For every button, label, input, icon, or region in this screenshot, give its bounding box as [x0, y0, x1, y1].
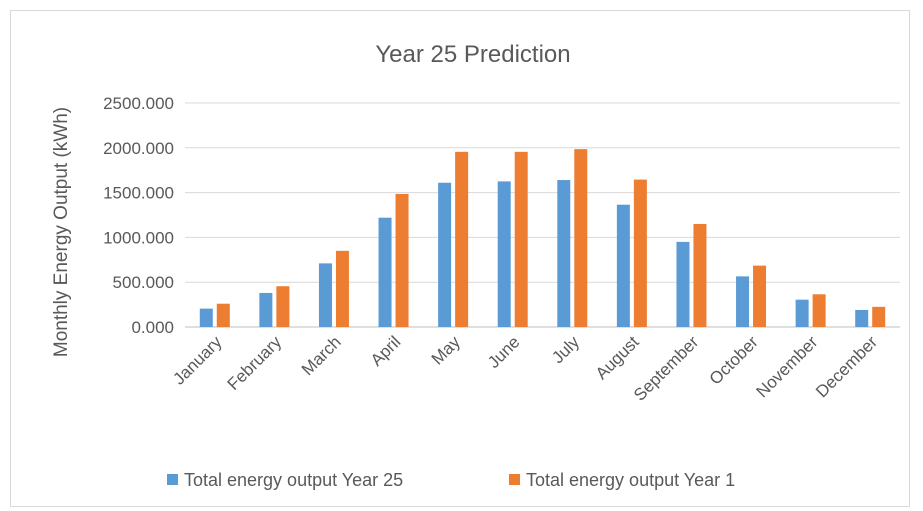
bars — [199, 149, 886, 327]
x-tick-label: March — [298, 332, 345, 379]
bar-june-series-1 — [497, 181, 511, 327]
y-tick-label: 1000.000 — [103, 228, 174, 247]
bar-july-series-2 — [574, 149, 588, 327]
x-tick-label: April — [367, 332, 404, 369]
bar-april-series-1 — [378, 217, 392, 327]
bar-april-series-2 — [395, 193, 409, 327]
legend: Total energy output Year 25 Total energy … — [167, 470, 735, 490]
bar-june-series-2 — [514, 151, 528, 327]
bar-august-series-2 — [633, 179, 647, 327]
bar-march-series-1 — [318, 263, 332, 327]
y-axis-ticks: 0.000 500.000 1000.000 1500.000 2000.000 2500… — [103, 94, 174, 337]
bar-february-series-1 — [259, 292, 273, 327]
x-tick-label: May — [428, 332, 464, 368]
bar-january-series-1 — [199, 308, 213, 327]
chart-title: Year 25 Prediction — [375, 41, 570, 68]
x-tick-label: August — [592, 332, 643, 383]
bar-may-series-2 — [455, 151, 469, 327]
x-tick-label: January — [169, 332, 226, 389]
x-tick-label: July — [548, 332, 583, 367]
legend-swatch — [167, 474, 178, 485]
bar-may-series-1 — [438, 182, 452, 327]
bar-december-series-1 — [855, 309, 869, 327]
y-axis-title: Monthly Energy Output (kWh) — [51, 107, 72, 357]
bar-july-series-1 — [557, 180, 571, 327]
bar-march-series-2 — [335, 250, 349, 327]
y-tick-label: 2500.000 — [103, 94, 174, 113]
y-tick-label: 0.000 — [131, 318, 174, 337]
x-tick-label: December — [812, 332, 881, 401]
x-tick-label: October — [706, 332, 762, 388]
bar-december-series-2 — [872, 306, 886, 327]
y-tick-label: 1500.000 — [103, 184, 174, 203]
gridlines — [185, 102, 900, 328]
bar-january-series-2 — [216, 303, 230, 327]
bar-october-series-1 — [736, 276, 750, 327]
x-tick-label: June — [484, 332, 524, 372]
legend-swatch — [509, 474, 520, 485]
bar-october-series-2 — [753, 265, 767, 327]
bar-august-series-1 — [616, 204, 630, 327]
x-tick-label: September — [630, 332, 702, 404]
bar-september-series-1 — [676, 241, 690, 327]
y-tick-label: 2000.000 — [103, 139, 174, 158]
x-tick-label: November — [753, 332, 822, 401]
bar-november-series-1 — [795, 299, 809, 327]
x-tick-label: February — [224, 332, 286, 394]
bar-february-series-2 — [276, 286, 290, 327]
legend-label: Total energy output Year 1 — [526, 470, 735, 490]
bar-november-series-2 — [812, 294, 826, 327]
bar-september-series-2 — [693, 223, 707, 327]
y-tick-label: 500.000 — [113, 273, 174, 292]
legend-label: Total energy output Year 25 — [184, 470, 403, 490]
